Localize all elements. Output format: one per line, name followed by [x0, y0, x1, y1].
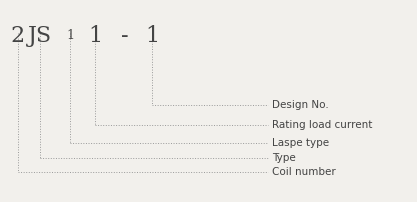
Text: Rating load current: Rating load current — [272, 120, 372, 130]
Text: 1: 1 — [88, 25, 102, 47]
Text: 1: 1 — [66, 29, 74, 42]
Text: 2: 2 — [11, 25, 25, 47]
Text: Type: Type — [272, 153, 296, 163]
Text: -: - — [121, 25, 129, 47]
Text: Laspe type: Laspe type — [272, 138, 329, 148]
Text: Coil number: Coil number — [272, 167, 336, 177]
Text: Design No.: Design No. — [272, 100, 329, 110]
Text: 1: 1 — [145, 25, 159, 47]
Text: JS: JS — [28, 25, 52, 47]
